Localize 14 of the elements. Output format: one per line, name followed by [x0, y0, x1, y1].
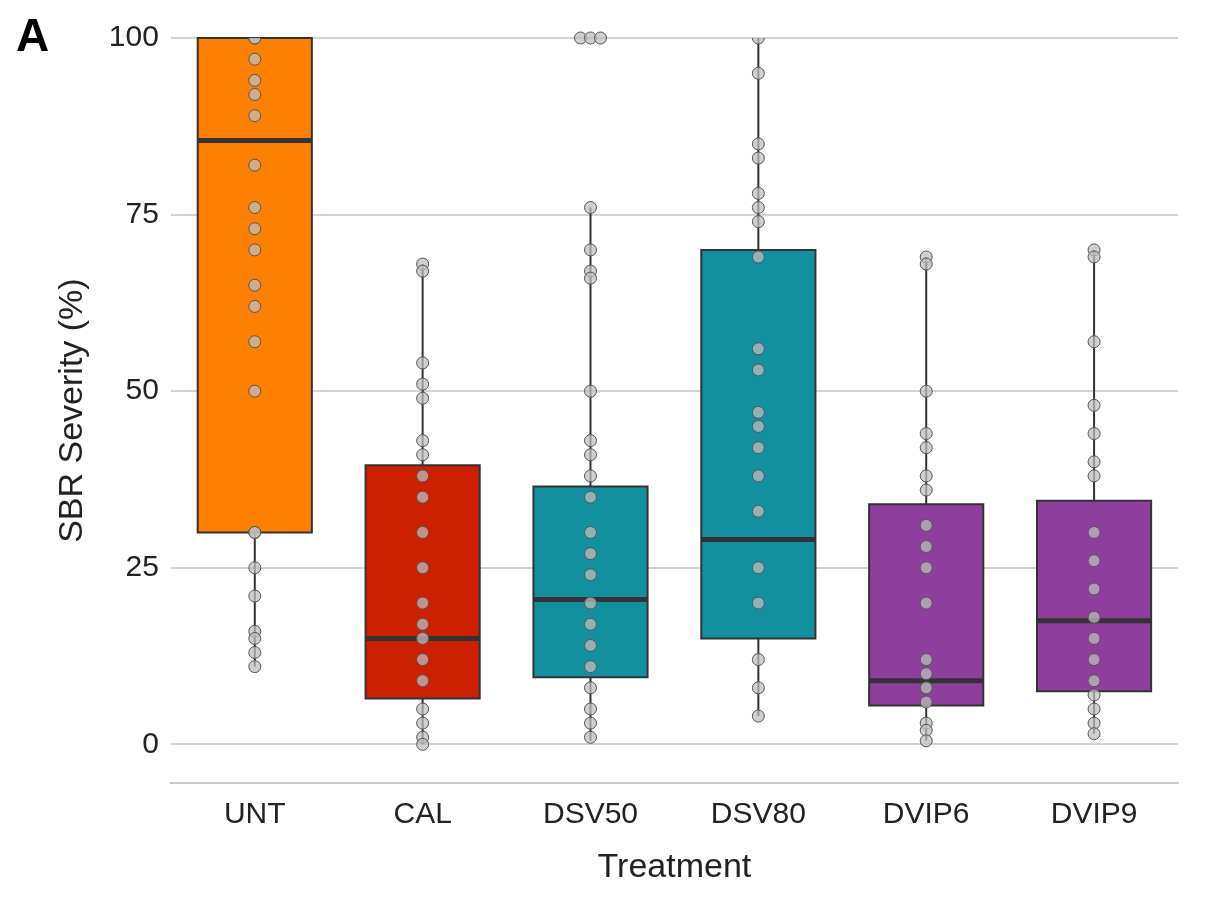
- y-tick-label: 100: [108, 19, 159, 53]
- x-tick-label: DSV80: [710, 796, 806, 830]
- x-tick-label: DVIP9: [1050, 796, 1138, 830]
- x-tick-label: DVIP6: [882, 796, 970, 830]
- x-tick-label: CAL: [393, 796, 452, 830]
- x-tick-label: DSV50: [542, 796, 639, 830]
- y-axis-title: SBR Severity (%): [50, 278, 89, 543]
- y-tick-label: 0: [142, 725, 159, 759]
- text: A: [16, 8, 50, 62]
- y-tick-label: 25: [125, 549, 159, 583]
- y-tick-label: 75: [125, 195, 159, 229]
- y-tick-label: 50: [125, 372, 159, 406]
- x-axis-title: Treatment: [597, 845, 752, 884]
- x-tick-label: UNT: [223, 796, 286, 830]
